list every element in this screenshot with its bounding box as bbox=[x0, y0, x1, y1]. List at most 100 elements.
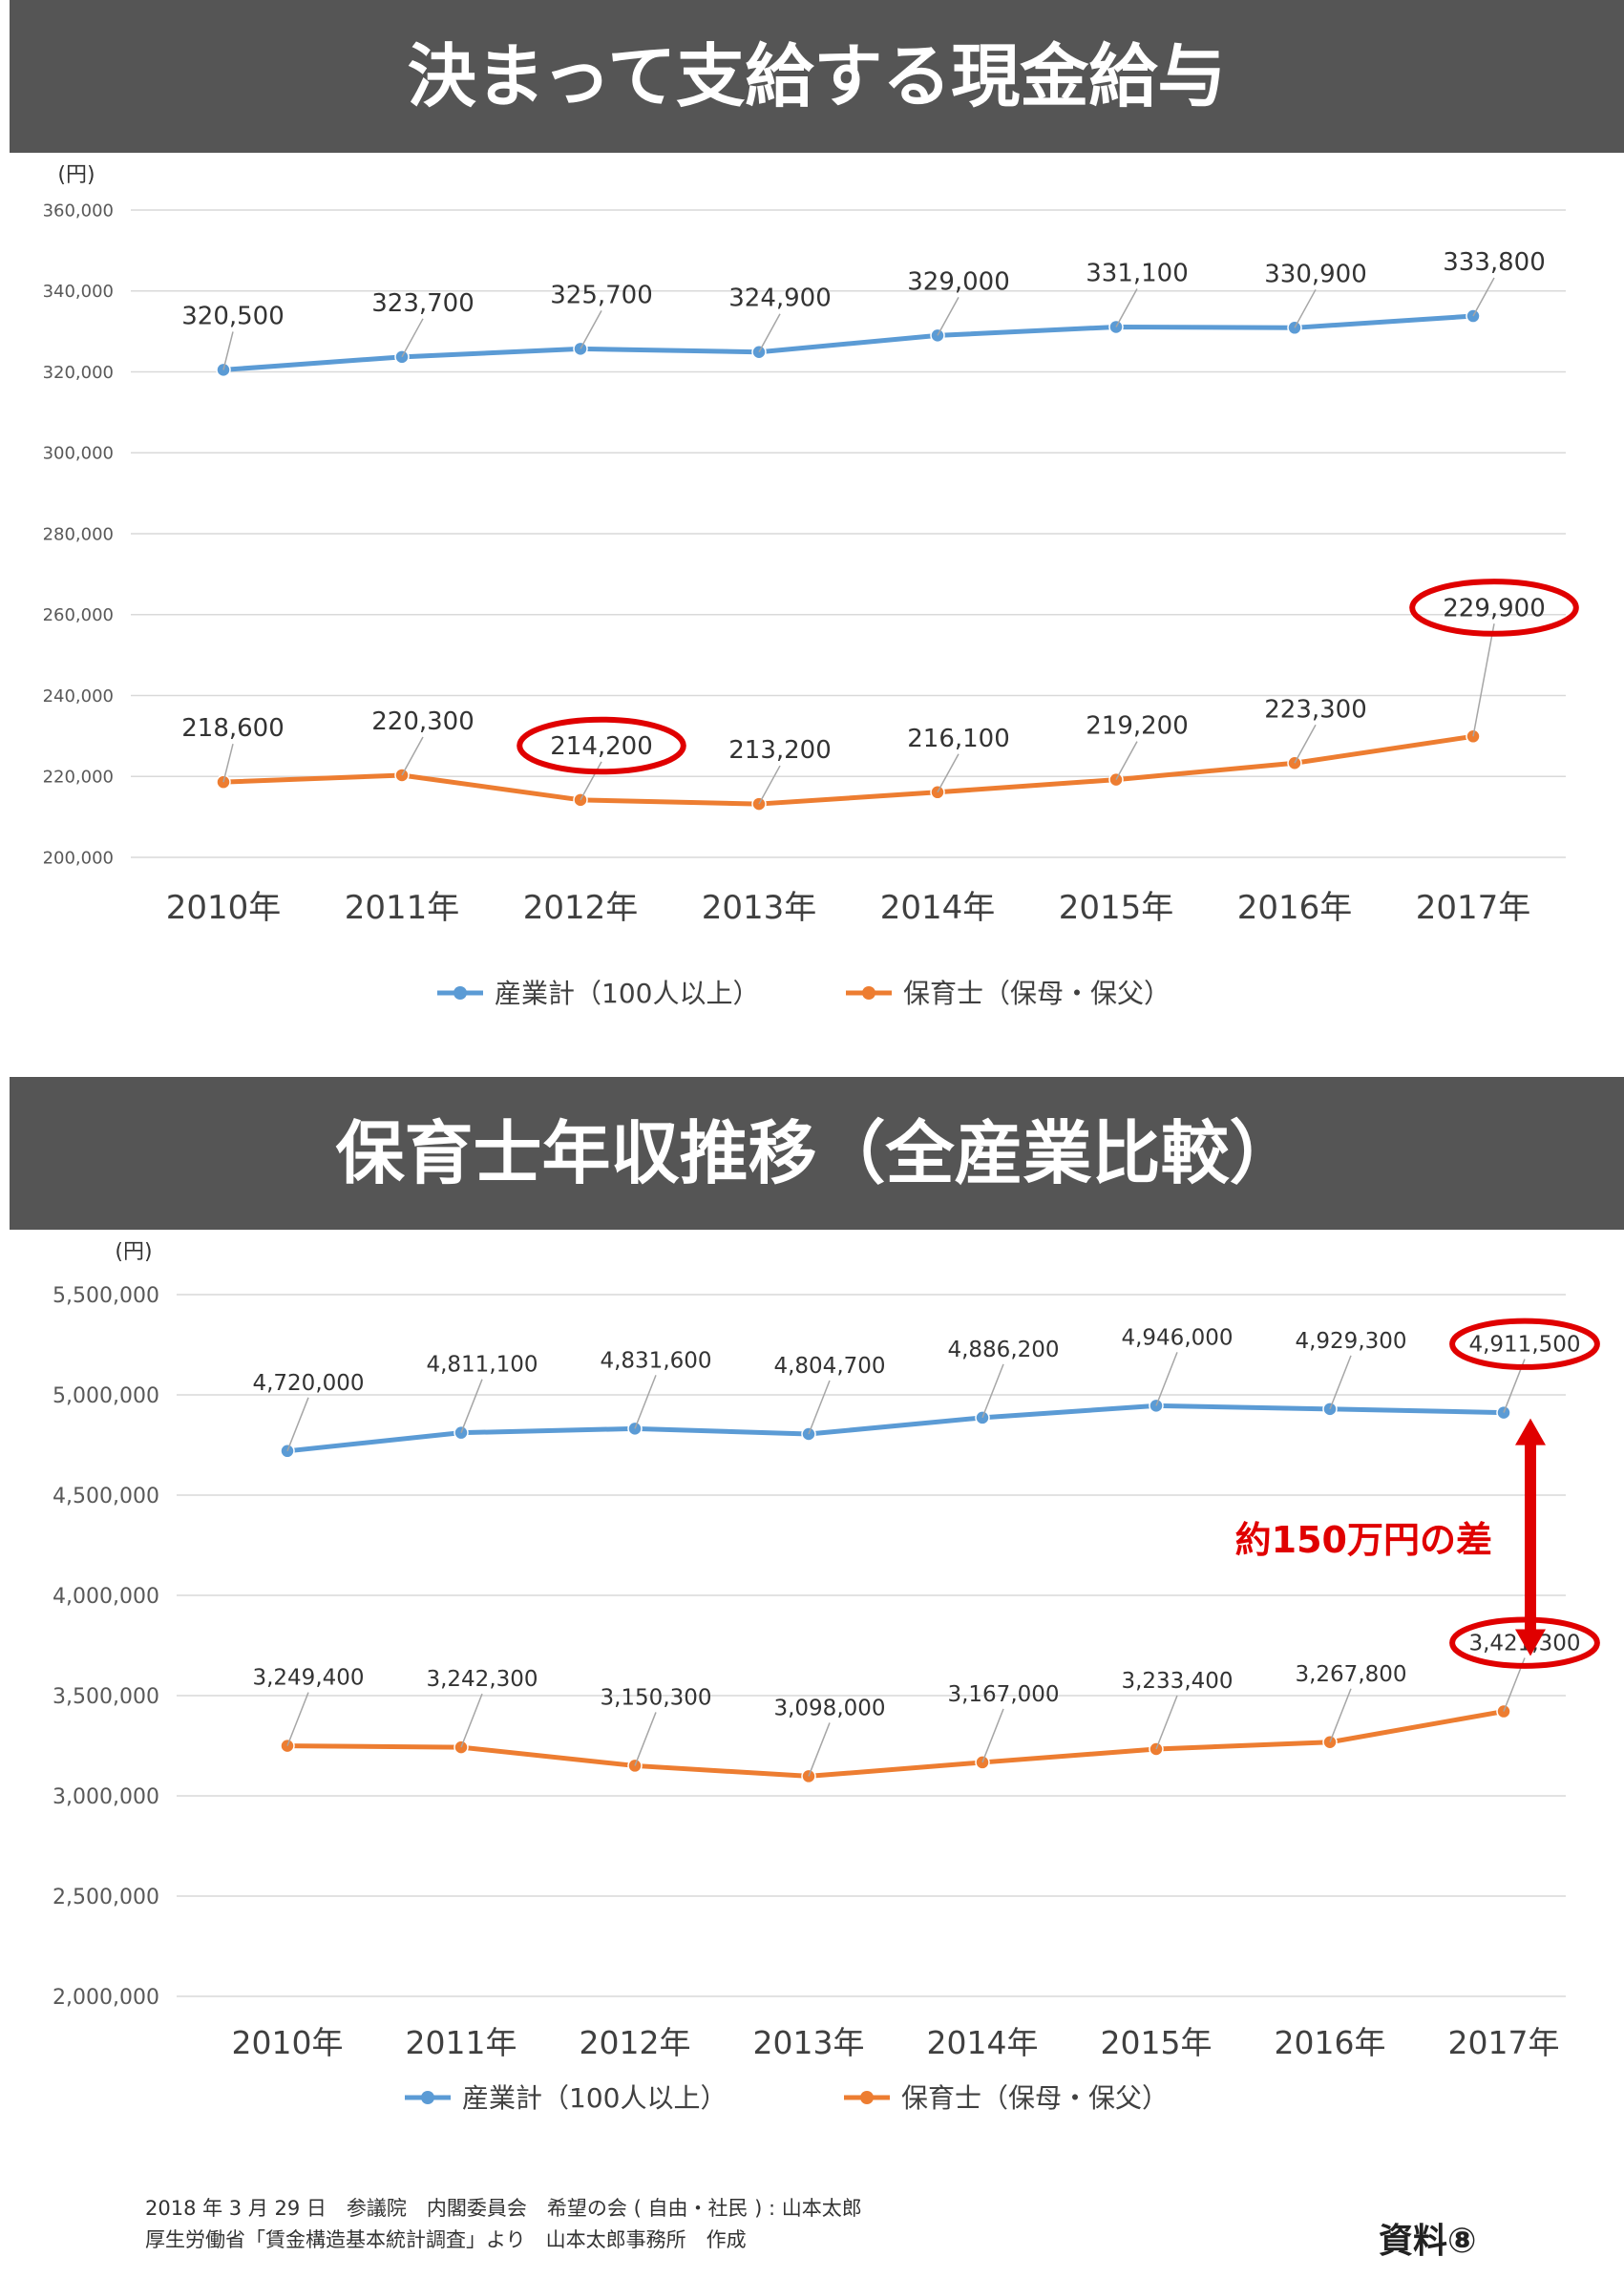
chart2-x-tick-label: 2016年 bbox=[1275, 2024, 1386, 2061]
chart2-data-label: 4,946,000 bbox=[1121, 1325, 1233, 1350]
chart2-y-tick-label: 2,500,000 bbox=[53, 1886, 159, 1909]
chart2-data-label: 4,886,200 bbox=[947, 1338, 1059, 1362]
chart2-data-label: 3,098,000 bbox=[773, 1696, 885, 1720]
chart1-data-label-leader bbox=[222, 331, 234, 370]
chart2-x-tick-label: 2013年 bbox=[753, 2024, 865, 2061]
chart1-x-tick-label: 2013年 bbox=[702, 889, 817, 927]
chart1-data-label-leader bbox=[580, 309, 602, 349]
chart1-data-label: 216,100 bbox=[907, 725, 1010, 753]
chart1-highlight-ellipse bbox=[1409, 579, 1579, 637]
chart2-legend-marker-1 bbox=[421, 2091, 434, 2104]
chart2-x-tick-label: 2014年 bbox=[927, 2024, 1039, 2061]
chart1-data-label: 333,800 bbox=[1443, 248, 1546, 277]
chart2-data-label-leader bbox=[981, 1363, 1004, 1419]
footer-source-line: 厚生労働省「賃金構造基本統計調査」より 山本太郎事務所 作成 bbox=[145, 2228, 747, 2251]
chart1-data-label-leader bbox=[401, 318, 424, 358]
chart1-data-label: 218,600 bbox=[181, 714, 285, 743]
chart2-data-label: 3,233,400 bbox=[1121, 1669, 1233, 1694]
chart1-y-tick-label: 320,000 bbox=[43, 363, 114, 383]
chart2-data-label: 3,167,000 bbox=[947, 1682, 1059, 1707]
footer-date-line: 2018 年 3 月 29 日 参議院 内閣委員会 希望の会 ( 自由・社民 )… bbox=[145, 2197, 862, 2220]
chart2-data-label: 3,249,400 bbox=[252, 1666, 364, 1691]
chart1-x-tick-label: 2017年 bbox=[1416, 889, 1531, 927]
chart1-series-1-point bbox=[751, 344, 767, 360]
chart1-series-line-1 bbox=[222, 313, 1474, 372]
chart2-x-tick-label: 2012年 bbox=[580, 2024, 691, 2061]
chart1-data-label: 213,200 bbox=[728, 736, 832, 765]
chart1-y-tick-label: 300,000 bbox=[43, 444, 114, 464]
chart2-difference-arrow-head-bottom bbox=[1515, 1629, 1546, 1656]
chart1-x-tick-label: 2010年 bbox=[166, 889, 282, 927]
chart1-data-label: 214,200 bbox=[550, 732, 653, 761]
chart1-x-tick-label: 2014年 bbox=[880, 889, 996, 927]
chart1-data-label-leader bbox=[1294, 724, 1317, 764]
chart2-data-label-leader bbox=[286, 1692, 309, 1746]
chart2-y-tick-label: 2,000,000 bbox=[53, 1986, 159, 2010]
chart1-data-label-leader bbox=[1115, 288, 1138, 327]
chart1-data-label: 219,200 bbox=[1086, 712, 1189, 741]
chart2-data-label-leader bbox=[634, 1375, 657, 1429]
chart2-data-label-leader bbox=[460, 1693, 483, 1748]
chart1-data-label-leader bbox=[401, 736, 424, 776]
chart1-data-label-leader bbox=[937, 297, 960, 336]
chart2-x-tick-label: 2011年 bbox=[406, 2024, 517, 2061]
chart2-x-tick-label: 2010年 bbox=[232, 2024, 344, 2061]
chart2-difference-arrow-head-top bbox=[1515, 1418, 1546, 1445]
chart2-data-label: 4,720,000 bbox=[252, 1371, 364, 1396]
chart2-series-1-point bbox=[280, 1444, 295, 1459]
chart2-y-tick-label: 3,000,000 bbox=[53, 1785, 159, 1809]
chart1-series-line-2 bbox=[222, 733, 1474, 807]
chart1-data-label: 331,100 bbox=[1086, 259, 1189, 287]
chart2-data-label-leader bbox=[286, 1397, 309, 1452]
chart1-y-unit-label: (円) bbox=[57, 163, 95, 187]
chart1-data-label-leader bbox=[1472, 623, 1495, 737]
chart1-x-tick-label: 2011年 bbox=[345, 889, 460, 927]
chart2: (円) 2,000,000 2,500,000 3,000,000 3,500,000 4… bbox=[53, 1240, 1600, 2114]
chart2-data-label-leader bbox=[460, 1379, 483, 1433]
chart1-x-tick-label: 2012年 bbox=[523, 889, 639, 927]
chart1-data-label: 329,000 bbox=[907, 267, 1010, 296]
chart1-data-label: 223,300 bbox=[1264, 695, 1367, 724]
chart2-data-label-leader bbox=[634, 1712, 657, 1766]
chart1-title-banner: 決まって支給する現金給与 bbox=[10, 0, 1624, 153]
chart1-data-label-leader bbox=[580, 761, 602, 801]
chart1-legend-label-2: 保育士（保母・保父） bbox=[903, 978, 1171, 1009]
chart2-title: 保育士年収推移（全産業比較） bbox=[335, 1113, 1298, 1193]
chart2-title-banner: 保育士年収推移（全産業比較） bbox=[10, 1077, 1624, 1230]
chart2-highlight-ellipse bbox=[1449, 1318, 1600, 1370]
chart2-data-label: 4,811,100 bbox=[426, 1353, 538, 1378]
chart1-title: 決まって支給する現金給与 bbox=[407, 36, 1227, 116]
chart1: (円) 200,000 220,000 240,000 260,000 280,000 30… bbox=[43, 163, 1579, 1009]
chart1-x-tick-label: 2015年 bbox=[1059, 889, 1174, 927]
chart2-data-label-leader bbox=[1329, 1355, 1352, 1410]
chart2-x-tick-label: 2015年 bbox=[1101, 2024, 1213, 2061]
chart1-data-label-leader bbox=[758, 313, 781, 353]
chart2-data-label-leader bbox=[1155, 1695, 1178, 1750]
chart1-y-tick-label: 260,000 bbox=[43, 605, 114, 625]
chart1-data-label-leader bbox=[937, 753, 960, 793]
chart2-y-tick-label: 4,000,000 bbox=[53, 1585, 159, 1609]
chart1-y-tick-label: 240,000 bbox=[43, 686, 114, 707]
chart2-difference-annotation: 約150万円の差 bbox=[1235, 1519, 1492, 1561]
chart1-legend-marker-1 bbox=[453, 986, 467, 1000]
chart1-legend-marker-2 bbox=[862, 986, 875, 1000]
chart1-data-label: 220,300 bbox=[371, 707, 475, 736]
chart2-data-label: 4,911,500 bbox=[1468, 1333, 1580, 1358]
chart2-y-unit-label: (円) bbox=[115, 1240, 152, 1264]
chart1-data-label: 323,700 bbox=[371, 289, 475, 318]
chart1-x-tick-label: 2016年 bbox=[1237, 889, 1353, 927]
chart1-data-label: 330,900 bbox=[1264, 260, 1367, 288]
chart2-series-1-point bbox=[1322, 1402, 1338, 1417]
chart1-y-tick-label: 280,000 bbox=[43, 524, 114, 544]
chart1-data-label: 325,700 bbox=[550, 281, 653, 309]
chart1-data-label: 320,500 bbox=[181, 302, 285, 330]
chart1-data-label-leader bbox=[222, 744, 234, 783]
chart1-data-label-leader bbox=[1115, 741, 1138, 781]
chart2-y-tick-label: 3,500,000 bbox=[53, 1685, 159, 1709]
chart2-data-label: 4,929,300 bbox=[1295, 1329, 1406, 1354]
chart2-y-tick-label: 4,500,000 bbox=[53, 1485, 159, 1508]
chart2-series-line-1 bbox=[286, 1403, 1505, 1454]
chart2-data-label-leader bbox=[808, 1380, 831, 1435]
chart1-highlight-ellipse bbox=[517, 716, 686, 775]
chart1-series-1-point bbox=[1466, 308, 1481, 324]
